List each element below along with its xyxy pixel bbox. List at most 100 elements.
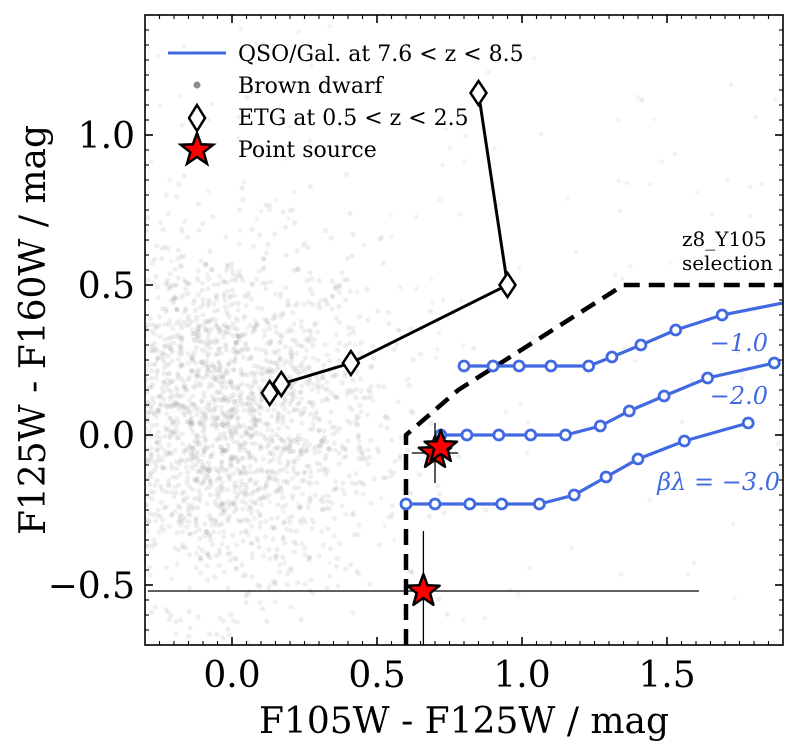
brown-dwarf-point — [184, 234, 190, 241]
brown-dwarf-point — [336, 541, 343, 547]
brown-dwarf-point — [216, 359, 222, 365]
brown-dwarf-point — [202, 433, 208, 440]
brown-dwarf-point — [193, 517, 199, 523]
brown-dwarf-point — [169, 258, 174, 264]
brown-dwarf-point — [181, 378, 187, 384]
brown-dwarf-point — [280, 447, 286, 453]
brown-dwarf-point — [266, 585, 272, 591]
brown-dwarf-point — [368, 394, 374, 400]
brown-dwarf-point — [307, 376, 313, 382]
brown-dwarf-point — [190, 420, 196, 426]
brown-dwarf-point — [193, 520, 199, 526]
brown-dwarf-point — [102, 509, 107, 514]
brown-dwarf-point — [272, 291, 278, 297]
brown-dwarf-point — [306, 554, 312, 560]
brown-dwarf-point — [145, 457, 150, 463]
brown-dwarf-point — [406, 382, 412, 388]
brown-dwarf-point — [87, 507, 92, 512]
brown-dwarf-point — [99, 539, 104, 544]
brown-dwarf-point — [240, 573, 246, 579]
brown-dwarf-point — [231, 484, 238, 490]
brown-dwarf-point — [337, 282, 343, 288]
brown-dwarf-point — [134, 328, 139, 333]
brown-dwarf-point — [172, 296, 178, 302]
brown-dwarf-point — [162, 344, 168, 350]
brown-dwarf-point — [301, 409, 307, 416]
brown-dwarf-point — [205, 353, 211, 359]
brown-dwarf-point — [272, 489, 278, 495]
brown-dwarf-point — [318, 438, 324, 445]
brown-dwarf-point — [253, 401, 260, 407]
brown-dwarf-point — [275, 502, 281, 508]
brown-dwarf-point — [231, 359, 237, 365]
brown-dwarf-point — [187, 625, 193, 631]
brown-dwarf-point — [301, 477, 307, 483]
brown-dwarf-point — [345, 391, 351, 397]
brown-dwarf-point — [219, 460, 225, 466]
brown-dwarf-point — [148, 609, 155, 616]
brown-dwarf-point — [287, 401, 293, 407]
brown-dwarf-point — [189, 356, 196, 362]
brown-dwarf-point — [234, 466, 240, 472]
brown-dwarf-point — [249, 550, 255, 556]
brown-dwarf-point — [207, 317, 213, 323]
brown-dwarf-point — [324, 352, 330, 358]
qso-track-marker — [524, 428, 538, 442]
brown-dwarf-point — [217, 475, 223, 481]
brown-dwarf-point — [268, 516, 274, 522]
brown-dwarf-point — [147, 481, 153, 488]
brown-dwarf-point — [334, 485, 340, 491]
brown-dwarf-point — [618, 572, 624, 577]
brown-dwarf-point — [280, 413, 286, 419]
brown-dwarf-point — [295, 580, 301, 586]
brown-dwarf-point — [351, 330, 357, 336]
brown-dwarf-point — [350, 510, 356, 516]
brown-dwarf-point — [228, 456, 234, 462]
brown-dwarf-point — [503, 410, 509, 415]
brown-dwarf-point — [326, 446, 332, 452]
brown-dwarf-point — [266, 202, 273, 208]
brown-dwarf-point — [242, 331, 248, 337]
brown-dwarf-point — [82, 324, 87, 329]
brown-dwarf-point — [246, 290, 252, 296]
brown-dwarf-point — [304, 278, 310, 284]
brown-dwarf-point — [286, 515, 292, 522]
brown-dwarf-point — [194, 475, 200, 481]
brown-dwarf-point — [145, 215, 151, 221]
brown-dwarf-point — [276, 347, 282, 353]
brown-dwarf-point — [247, 477, 253, 483]
brown-dwarf-point — [317, 305, 323, 311]
brown-dwarf-point — [247, 406, 253, 412]
brown-dwarf-point — [294, 365, 300, 371]
brown-dwarf-point — [194, 454, 200, 460]
brown-dwarf-point — [302, 552, 308, 558]
brown-dwarf-point — [263, 482, 269, 488]
brown-dwarf-point — [166, 361, 172, 367]
brown-dwarf-point — [173, 424, 179, 431]
brown-dwarf-point — [218, 404, 224, 410]
brown-dwarf-point — [269, 427, 275, 433]
brown-dwarf-point — [244, 400, 250, 406]
brown-dwarf-point — [257, 446, 263, 452]
brown-dwarf-point — [229, 453, 235, 460]
brown-dwarf-point — [199, 548, 206, 554]
brown-dwarf-point — [250, 383, 256, 389]
brown-dwarf-point — [55, 249, 60, 254]
brown-dwarf-point — [161, 379, 167, 385]
brown-dwarf-point — [209, 451, 216, 457]
brown-dwarf-point — [235, 492, 241, 498]
brown-dwarf-point — [183, 464, 190, 470]
brown-dwarf-point — [265, 468, 271, 474]
brown-dwarf-point — [194, 411, 200, 417]
brown-dwarf-point — [268, 434, 274, 440]
brown-dwarf-point — [246, 395, 252, 401]
brown-dwarf-point — [212, 406, 218, 413]
brown-dwarf-point — [444, 611, 450, 618]
brown-dwarf-point — [212, 317, 219, 323]
brown-dwarf-point — [159, 487, 165, 493]
brown-dwarf-point — [186, 281, 192, 287]
brown-dwarf-point — [217, 369, 223, 375]
brown-dwarf-point — [296, 505, 302, 511]
brown-dwarf-point — [231, 471, 237, 477]
brown-dwarf-point — [178, 226, 185, 232]
